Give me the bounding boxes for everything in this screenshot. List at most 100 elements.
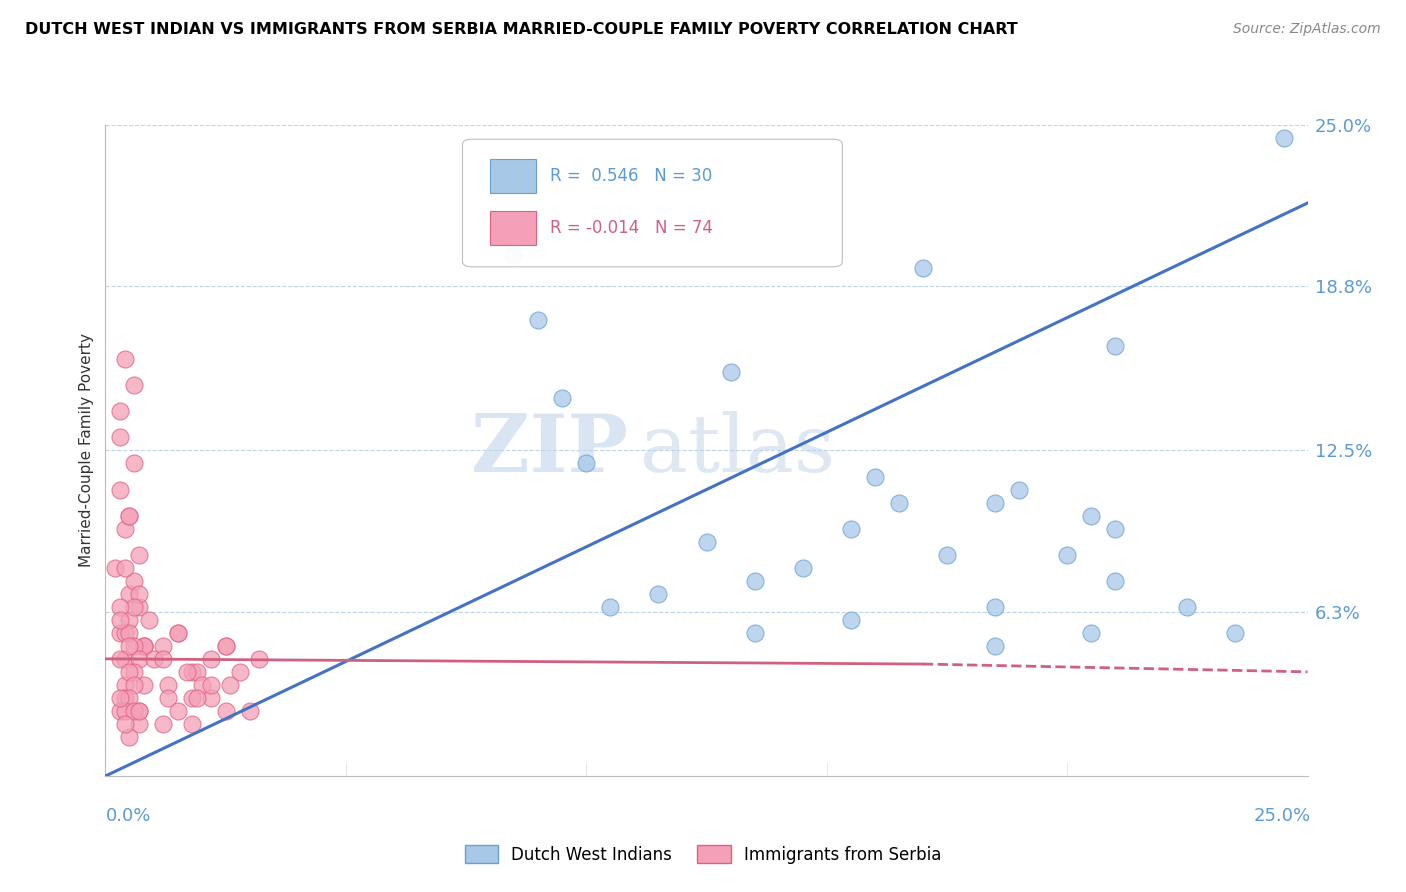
Point [839,613,862,627]
Point [114,560,136,574]
Point [551,392,574,406]
Point [936,548,959,562]
Point [108,690,131,705]
Point [887,495,910,509]
Point [214,704,236,718]
Point [108,613,131,627]
Point [200,690,222,705]
Point [1175,599,1198,614]
Point [108,625,131,640]
Point [128,704,150,718]
Legend: Dutch West Indians, Immigrants from Serbia: Dutch West Indians, Immigrants from Serb… [458,838,948,871]
Point [527,313,550,327]
Point [118,665,141,679]
Point [1272,131,1295,145]
Point [114,690,136,705]
Point [114,625,136,640]
Point [118,625,141,640]
Point [132,639,155,653]
Point [108,404,131,418]
Point [792,560,814,574]
Point [114,704,136,718]
Point [124,704,146,718]
Point [124,639,146,653]
Point [124,574,146,588]
Y-axis label: Married-Couple Family Poverty: Married-Couple Family Poverty [79,334,94,567]
Point [118,508,141,523]
Point [124,378,146,392]
Point [186,690,208,705]
Point [176,665,198,679]
Point [200,652,222,666]
Point [911,261,934,276]
Point [1104,522,1126,536]
Point [599,599,621,614]
Point [152,652,174,666]
Point [190,678,212,692]
Point [108,599,131,614]
Point [1104,574,1126,588]
Point [108,430,131,444]
Text: 25.0%: 25.0% [1253,807,1310,825]
Point [128,704,150,718]
Point [1225,625,1247,640]
Point [214,639,236,653]
Point [156,690,179,705]
Point [575,457,598,471]
FancyBboxPatch shape [463,139,842,267]
Point [503,248,526,262]
Point [229,665,252,679]
Point [128,548,150,562]
Text: atlas: atlas [640,411,835,490]
Point [984,639,1007,653]
Point [114,352,136,367]
Point [118,730,141,744]
Point [118,587,141,601]
Text: R =  0.546   N = 30: R = 0.546 N = 30 [550,167,713,185]
Point [118,639,141,653]
Bar [491,160,536,194]
Point [166,625,188,640]
Point [128,599,150,614]
Point [1080,625,1102,640]
Point [720,365,742,379]
Point [152,639,174,653]
Text: ZIP: ZIP [471,411,628,490]
Point [124,599,146,614]
Point [1056,548,1078,562]
Text: DUTCH WEST INDIAN VS IMMIGRANTS FROM SERBIA MARRIED-COUPLE FAMILY POVERTY CORREL: DUTCH WEST INDIAN VS IMMIGRANTS FROM SER… [25,22,1018,37]
Text: 0.0%: 0.0% [105,807,150,825]
Point [132,639,155,653]
Point [214,639,236,653]
Point [984,599,1007,614]
Point [108,652,131,666]
Point [744,625,766,640]
Point [166,704,188,718]
Point [181,665,204,679]
Point [104,560,127,574]
Point [744,574,766,588]
Point [696,534,718,549]
Point [181,717,204,731]
Point [124,457,146,471]
Point [118,690,141,705]
Point [142,652,165,666]
Point [118,508,141,523]
Point [114,678,136,692]
Point [166,625,188,640]
Point [114,652,136,666]
Point [114,522,136,536]
Point [132,639,155,653]
Point [1008,483,1031,497]
Point [128,652,150,666]
Point [239,704,262,718]
Point [1080,508,1102,523]
Point [863,469,886,483]
Point [124,678,146,692]
Point [124,665,146,679]
Point [128,587,150,601]
Point [186,665,208,679]
Point [132,678,155,692]
Point [219,678,242,692]
Point [118,613,141,627]
